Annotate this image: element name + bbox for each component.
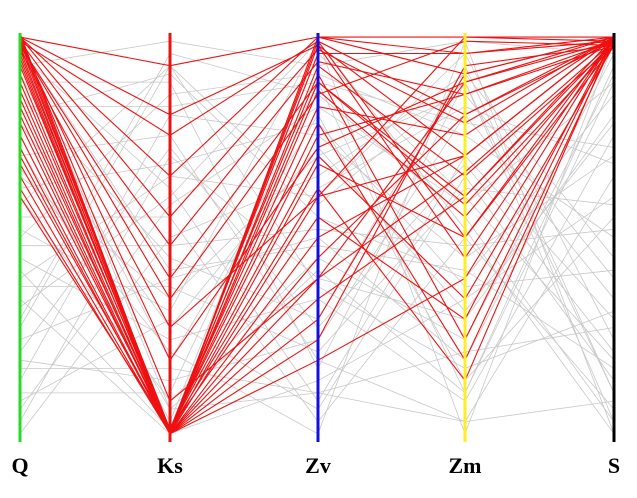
axis-label-zv: Zv	[305, 453, 331, 478]
axis-labels: Q Ks Zv Zm S	[11, 453, 620, 478]
axis-label-s: S	[608, 453, 620, 478]
axis-label-zm: Zm	[449, 453, 482, 478]
axis-label-ks: Ks	[157, 453, 183, 478]
axis-label-q: Q	[11, 453, 28, 478]
axes	[18, 33, 616, 442]
